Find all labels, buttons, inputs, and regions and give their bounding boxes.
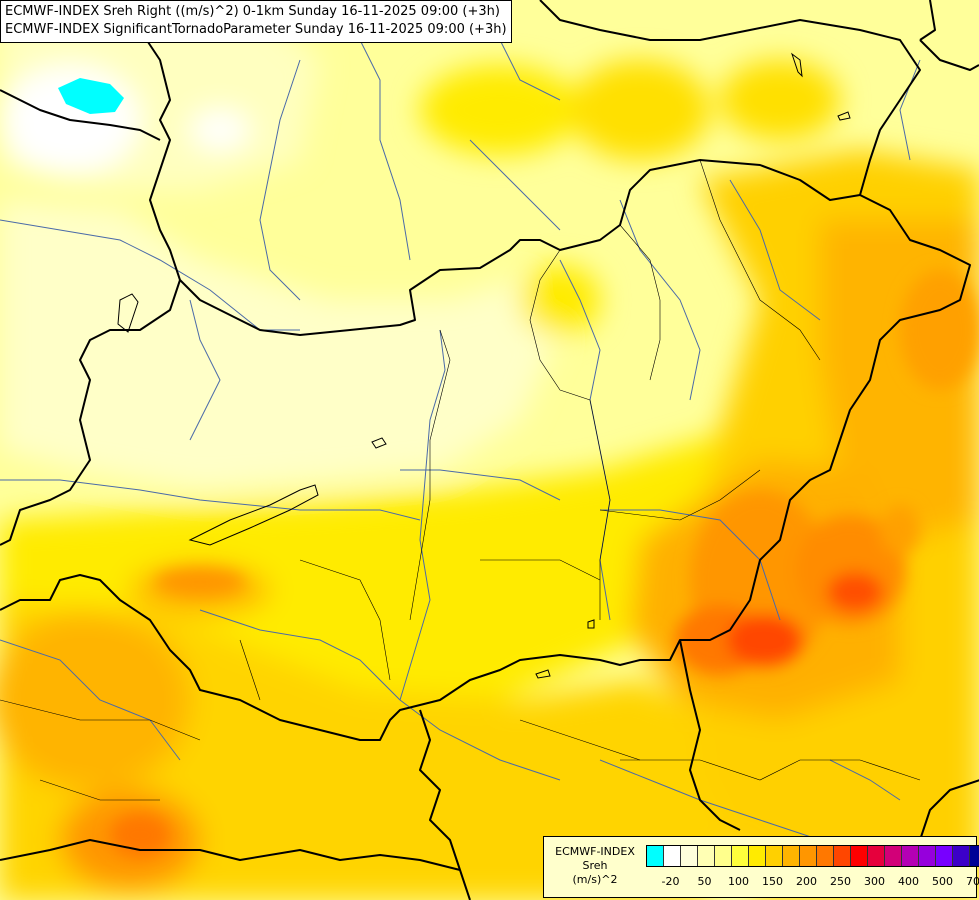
legend-tick-label: 700 — [966, 875, 979, 888]
legend-swatch — [732, 846, 749, 866]
legend-tick-labels: -20 50 100 150 200 250 300 400 500 700 — [646, 875, 979, 891]
region-borders — [0, 159, 921, 801]
legend-swatch — [749, 846, 766, 866]
legend-tick-label: -20 — [661, 875, 680, 888]
legend-line-2: Sreh — [582, 859, 608, 872]
legend-tick-label: 100 — [728, 875, 749, 888]
map-title-box: ECMWF-INDEX Sreh Right ((m/s)^2) 0-1km S… — [0, 0, 512, 43]
rivers — [0, 19, 921, 841]
legend-tick-label: 250 — [830, 875, 851, 888]
legend-swatch — [817, 846, 834, 866]
color-legend: ECMWF-INDEX Sreh (m/s)^2 -20 50 100 150 200 2… — [543, 836, 979, 898]
legend-tick-label: 300 — [864, 875, 885, 888]
cyan-low-area — [58, 78, 124, 114]
legend-title: ECMWF-INDEX Sreh (m/s)^2 — [544, 845, 646, 887]
legend-line-1: ECMWF-INDEX — [555, 845, 635, 858]
legend-tick-label: 500 — [932, 875, 953, 888]
legend-swatch — [868, 846, 885, 866]
legend-swatch — [885, 846, 902, 866]
legend-swatch — [647, 846, 664, 866]
title-line-2: ECMWF-INDEX SignificantTornadoParameter … — [5, 22, 507, 37]
legend-swatch — [902, 846, 919, 866]
legend-swatch — [953, 846, 970, 866]
legend-swatch — [698, 846, 715, 866]
legend-tick-label: 150 — [762, 875, 783, 888]
legend-color-bar — [646, 845, 979, 867]
legend-swatch — [919, 846, 936, 866]
legend-swatch — [970, 846, 979, 866]
legend-swatch — [715, 846, 732, 866]
legend-swatch — [800, 846, 817, 866]
legend-swatch — [766, 846, 783, 866]
legend-swatch — [936, 846, 953, 866]
legend-swatch — [681, 846, 698, 866]
legend-swatch — [834, 846, 851, 866]
legend-tick-label: 400 — [898, 875, 919, 888]
legend-tick-label: 200 — [796, 875, 817, 888]
legend-swatch — [851, 846, 868, 866]
legend-swatch — [664, 846, 681, 866]
lakes — [117, 52, 851, 679]
title-line-1: ECMWF-INDEX Sreh Right ((m/s)^2) 0-1km S… — [5, 4, 500, 19]
legend-tick-label: 50 — [697, 875, 712, 888]
legend-swatch — [783, 846, 800, 866]
legend-line-3: (m/s)^2 — [572, 873, 618, 886]
